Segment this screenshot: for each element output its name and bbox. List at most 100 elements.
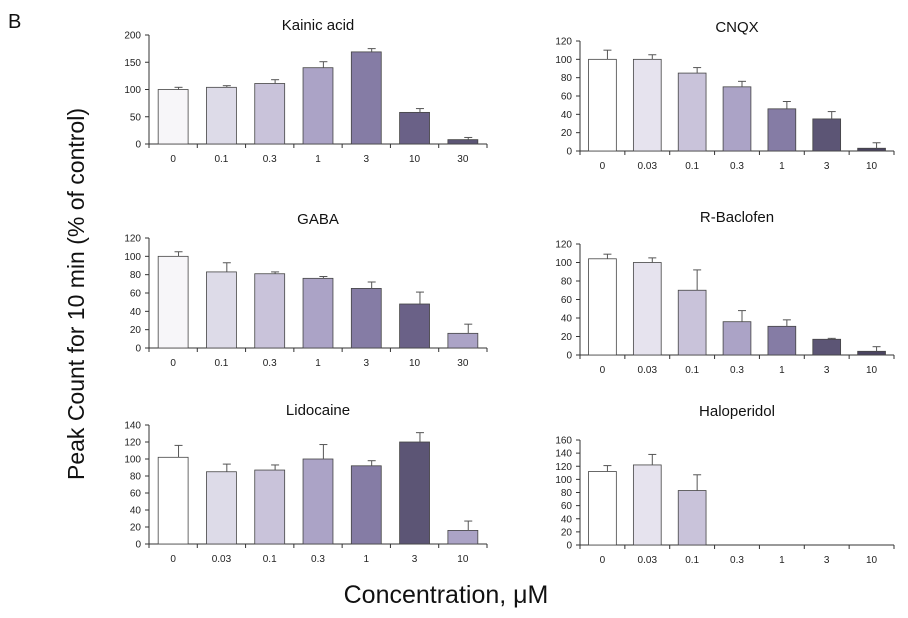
y-tick-label: 80: [130, 270, 142, 281]
y-tick-label: 100: [555, 55, 572, 66]
x-tick-label: 0: [600, 555, 606, 566]
bar: [677, 490, 707, 546]
x-tick-label: 0.03: [638, 365, 658, 376]
bar: [206, 471, 237, 545]
chart-panel-3: GABA 0 20 40 60 80 100 120 0 0.1 0.3 1 3 10 30: [124, 211, 488, 369]
x-tick-label: 1: [315, 358, 321, 369]
bar: [399, 303, 430, 349]
bar: [677, 289, 707, 356]
x-tick-label: 0.3: [263, 154, 277, 165]
x-tick-label: 0: [170, 154, 176, 165]
bar: [588, 258, 617, 356]
chart-title: CNQX: [715, 19, 758, 36]
x-tick-label: 0.3: [730, 161, 744, 172]
bar: [302, 458, 334, 545]
bar: [588, 58, 617, 152]
bar: [350, 465, 382, 545]
y-tick-label: 80: [561, 277, 573, 288]
bar: [254, 83, 286, 145]
bar: [157, 255, 189, 349]
x-tick-label: 0.1: [685, 555, 699, 566]
y-tick-label: 0: [566, 147, 572, 158]
bar: [857, 147, 886, 152]
bar: [447, 530, 479, 545]
x-tick-label: 3: [824, 555, 830, 566]
y-tick-label: 40: [561, 314, 573, 325]
chart-title: GABA: [297, 211, 339, 228]
y-tick-label: 40: [561, 110, 573, 121]
x-tick-label: 0: [600, 161, 606, 172]
panel-label: B: [8, 11, 21, 33]
x-tick-label: 0.1: [214, 358, 228, 369]
bar: [254, 469, 286, 545]
y-tick-label: 0: [135, 540, 141, 551]
y-tick-label: 20: [130, 325, 142, 336]
bar: [399, 441, 430, 545]
bar: [767, 108, 797, 152]
x-tick-label: 10: [457, 554, 469, 565]
x-tick-label: 1: [779, 365, 785, 376]
x-axis-label: Concentration, μM: [344, 581, 549, 609]
x-tick-label: 3: [364, 358, 370, 369]
y-tick-label: 80: [130, 472, 142, 483]
bar: [722, 321, 752, 356]
x-tick-label: 30: [457, 358, 469, 369]
y-tick-label: 120: [555, 462, 572, 473]
y-tick-label: 40: [130, 506, 142, 517]
bar: [302, 277, 334, 349]
y-tick-label: 60: [130, 289, 142, 300]
y-tick-label: 80: [561, 73, 573, 84]
bar: [677, 72, 707, 152]
x-tick-label: 1: [779, 161, 785, 172]
bar: [767, 325, 797, 356]
y-tick-label: 80: [561, 488, 573, 499]
chart-title: Kainic acid: [282, 17, 355, 34]
bar: [812, 338, 842, 356]
x-tick-label: 0: [170, 554, 176, 565]
bar: [254, 273, 286, 349]
x-tick-label: 0.1: [263, 554, 277, 565]
bar: [447, 332, 479, 349]
x-tick-label: 0.03: [638, 555, 658, 566]
x-tick-label: 1: [779, 555, 785, 566]
y-tick-label: 0: [135, 140, 141, 151]
y-tick-label: 100: [555, 475, 572, 486]
x-tick-label: 3: [824, 161, 830, 172]
bar: [206, 271, 237, 349]
bar: [157, 456, 189, 545]
y-tick-label: 20: [561, 527, 573, 538]
bar: [722, 86, 752, 152]
y-tick-label: 60: [130, 489, 142, 500]
x-tick-label: 0.3: [263, 358, 277, 369]
x-tick-label: 3: [824, 365, 830, 376]
bar: [588, 471, 617, 546]
y-tick-label: 120: [555, 240, 572, 251]
y-tick-label: 20: [130, 523, 142, 534]
y-tick-label: 40: [561, 514, 573, 525]
x-tick-label: 0.03: [638, 161, 658, 172]
x-tick-label: 0.1: [214, 154, 228, 165]
y-tick-label: 200: [124, 31, 141, 42]
bar: [632, 262, 662, 356]
y-tick-label: 0: [566, 541, 572, 552]
x-tick-label: 10: [409, 154, 421, 165]
bar: [157, 89, 189, 145]
bar: [206, 86, 237, 145]
x-tick-label: 1: [364, 554, 370, 565]
y-tick-label: 20: [561, 332, 573, 343]
y-tick-label: 0: [135, 344, 141, 355]
y-tick-label: 60: [561, 92, 573, 103]
y-tick-label: 150: [124, 58, 141, 69]
bar: [350, 51, 382, 145]
chart-title: Haloperidol: [699, 403, 775, 420]
chart-panel-5: Lidocaine 0 20 40 60 80 100 120 140 0 0.03 0.1 0.3 1 3…: [124, 402, 488, 565]
bar: [812, 118, 842, 152]
x-tick-label: 10: [866, 161, 878, 172]
bar: [632, 464, 662, 546]
bar: [302, 67, 334, 145]
bar: [399, 111, 430, 145]
x-tick-label: 0.1: [685, 365, 699, 376]
y-tick-label: 100: [555, 258, 572, 269]
